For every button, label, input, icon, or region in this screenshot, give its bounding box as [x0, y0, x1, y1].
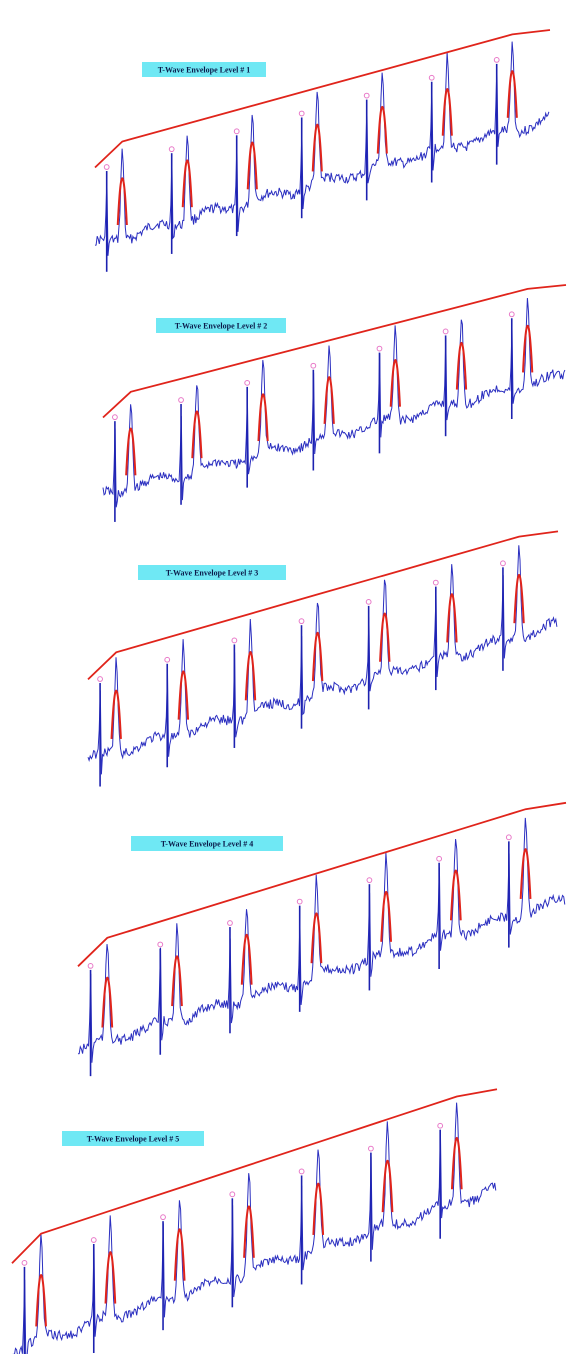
t-wave-highlight [513, 573, 525, 624]
level-label-box [142, 62, 266, 77]
t-wave-highlight [449, 869, 462, 921]
level-label: T-Wave Envelope Level # 4 [161, 840, 254, 849]
r-peak-marker [157, 941, 164, 948]
r-peak-marker [432, 579, 439, 586]
r-peak-marker [437, 1122, 444, 1129]
r-peak-marker [310, 362, 317, 369]
level-label-box [62, 1131, 204, 1146]
r-peak-marker [298, 110, 305, 117]
t-wave-highlight [380, 890, 393, 942]
t-wave-envelope [87, 530, 559, 681]
t-wave-highlight [455, 341, 468, 390]
t-wave-envelope [77, 801, 567, 967]
r-peak-marker [298, 1168, 305, 1175]
t-wave-highlight [506, 70, 518, 118]
ecg-trace [102, 297, 566, 508]
t-wave-highlight [312, 1182, 325, 1236]
t-wave-highlight [376, 105, 388, 154]
t-wave-envelope [94, 29, 551, 169]
t-wave-highlight [171, 955, 183, 1007]
panel-5: T-Wave Envelope Level # 5 [11, 1088, 498, 1354]
t-wave-highlight [379, 612, 391, 662]
t-wave-envelope [102, 284, 567, 419]
r-peak-marker [505, 834, 512, 841]
t-wave-highlight [246, 141, 258, 190]
t-wave-highlight [389, 358, 401, 407]
ecg-trace [94, 41, 550, 256]
r-peak-marker [168, 146, 175, 153]
r-peak-marker [87, 962, 94, 969]
t-wave-highlight [311, 631, 324, 682]
r-peak-marker [21, 1259, 28, 1266]
r-peak-marker [231, 637, 238, 644]
level-label-box [138, 565, 286, 580]
level-label: T-Wave Envelope Level # 2 [175, 322, 268, 331]
r-peak-marker [112, 414, 118, 421]
panel-1: T-Wave Envelope Level # 1 [94, 29, 551, 272]
t-wave-highlight [173, 1228, 186, 1281]
r-peak-marker [227, 920, 233, 926]
level-label-box [131, 836, 283, 851]
t-wave-highlight [104, 1251, 117, 1304]
t-wave-highlight [519, 848, 532, 899]
t-wave-highlight [441, 87, 453, 136]
r-peak-marker [493, 56, 500, 63]
t-wave-highlight [244, 651, 257, 701]
ecg-trace [87, 545, 558, 775]
t-wave-highlight [381, 1159, 394, 1213]
r-peak-marker [365, 598, 372, 605]
r-peak-marker [90, 1237, 97, 1243]
r-peak-marker [229, 1191, 236, 1198]
r-peak-marker [244, 379, 251, 386]
t-wave-highlight [191, 410, 203, 459]
r-peak-marker [436, 855, 443, 862]
t-wave-highlight [310, 912, 323, 964]
r-peak-marker [178, 397, 184, 403]
r-peak-marker [363, 92, 370, 99]
r-peak-marker [508, 311, 515, 318]
r-peak-marker [366, 877, 373, 884]
panel-4: T-Wave Envelope Level # 4 [77, 801, 567, 1077]
r-peak-marker [160, 1214, 166, 1221]
r-peak-marker [428, 74, 435, 81]
t-wave-highlight [446, 593, 458, 643]
r-peak-marker [500, 560, 506, 567]
t-wave-highlight [323, 376, 335, 424]
r-peak-marker [97, 676, 103, 682]
panel-2: T-Wave Envelope Level # 2 [102, 284, 567, 522]
r-peak-marker [298, 618, 305, 625]
t-wave-highlight [101, 976, 114, 1028]
level-label-box [156, 318, 286, 333]
r-peak-marker [103, 164, 110, 170]
r-peak-marker [233, 128, 240, 135]
level-label: T-Wave Envelope Level # 1 [158, 66, 251, 75]
panel-3: T-Wave Envelope Level # 3 [87, 530, 559, 787]
r-peak-marker [164, 656, 171, 663]
t-wave-highlight [125, 427, 137, 476]
t-wave-highlight [311, 123, 323, 172]
t-wave-highlight [116, 177, 128, 226]
t-wave-highlight [177, 670, 190, 720]
t-wave-highlight [181, 159, 193, 208]
level-label: T-Wave Envelope Level # 3 [166, 569, 259, 578]
r-peak-marker [296, 898, 303, 905]
t-wave-highlight [450, 1136, 463, 1190]
level-label: T-Wave Envelope Level # 5 [87, 1135, 180, 1144]
t-wave-envelope [11, 1088, 498, 1264]
t-wave-highlight [35, 1273, 47, 1327]
t-wave-highlight [240, 933, 253, 985]
r-peak-marker [368, 1145, 374, 1152]
ecg-trace [12, 1102, 497, 1354]
t-wave-highlight [522, 324, 534, 373]
r-peak-marker [442, 328, 449, 335]
t-wave-highlight [257, 393, 269, 442]
ecg-trace [77, 817, 566, 1063]
r-peak-marker [376, 345, 383, 352]
t-wave-highlight [110, 689, 122, 739]
t-wave-highlight [243, 1205, 255, 1258]
